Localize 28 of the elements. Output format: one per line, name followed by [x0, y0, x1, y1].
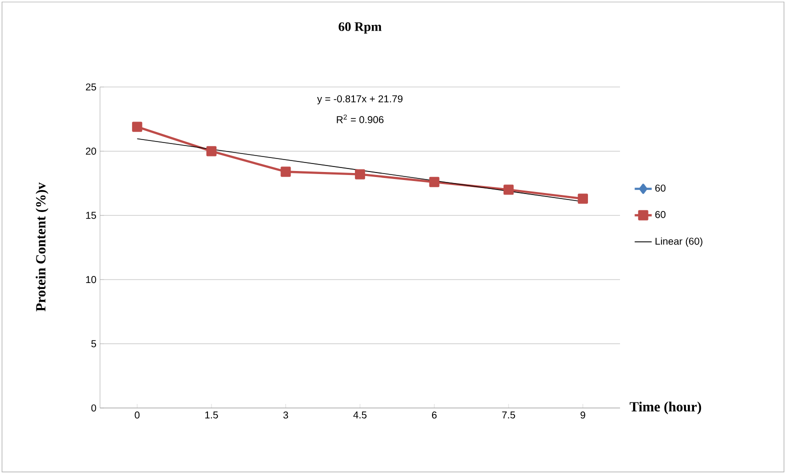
- point: [504, 184, 514, 195]
- y-tick-label: 0: [91, 404, 96, 412]
- point: [206, 146, 217, 156]
- x-tick-label: 7.5: [502, 412, 516, 418]
- y-tick-label: 5: [91, 340, 96, 348]
- x-axis-title: Time (hour): [630, 402, 702, 414]
- x-tick-label: 1.5: [205, 412, 218, 418]
- point: [132, 122, 142, 132]
- point: [280, 166, 291, 177]
- y-tick-label: 20: [86, 148, 96, 155]
- chart-title: 60 Rpm: [338, 22, 382, 34]
- annotation: R$^{2}$ = 0.906: [336, 114, 384, 124]
- x-tick-label: 9: [580, 412, 586, 419]
- x-tick-label: 0: [134, 412, 140, 419]
- point: [354, 169, 366, 180]
- y-axis-title: Protein Content (%)v: [36, 182, 48, 312]
- y-tick-label: 10: [86, 276, 96, 284]
- x-tick-label: 6: [432, 412, 437, 419]
- y-tick-label: 15: [86, 212, 96, 219]
- point: [578, 194, 588, 204]
- y-tick-label: 25: [86, 83, 96, 91]
- x-tick-label: 4.5: [353, 412, 367, 418]
- legend-label: 60: [655, 211, 666, 218]
- annotation: y = -0.817x + 21.79: [317, 95, 402, 104]
- point: [429, 176, 440, 188]
- x-tick-label: 3: [283, 412, 288, 419]
- legend-label: Linear (60): [656, 237, 702, 247]
- legend-label: 60: [655, 184, 666, 192]
